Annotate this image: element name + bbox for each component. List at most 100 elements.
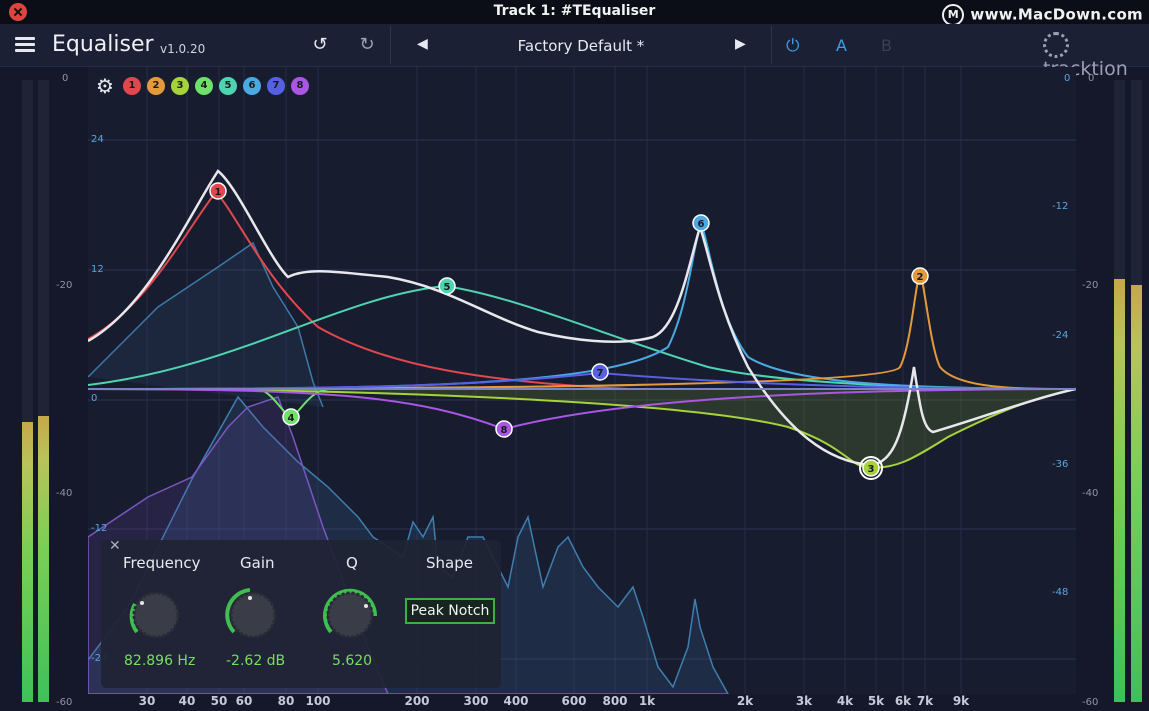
right-scale-60: -60 (1082, 697, 1099, 708)
frequency-knob[interactable] (125, 584, 187, 646)
freq-label: 9k (952, 694, 970, 708)
watermark-logo-icon: M (942, 4, 965, 26)
next-preset-icon[interactable]: ▶ (735, 36, 746, 52)
band-toggle-6[interactable]: 6 (243, 77, 261, 95)
freq-label: 3k (795, 694, 813, 708)
band-control-panel: ✕ Frequency Gain Q Shape 82.896 Hz -2.62… (101, 538, 501, 688)
left-meter-bar-2 (38, 416, 49, 702)
freq-label: 40 (178, 694, 196, 708)
freq-label: 200 (404, 694, 430, 708)
window-title: Track 1: #TEqualiser (493, 3, 656, 19)
gain-scale-minus-12: -12 (91, 523, 108, 534)
band-node-7[interactable]: 7 (591, 363, 609, 381)
freq-label: 400 (503, 694, 529, 708)
gain-scale-12: 12 (91, 264, 104, 275)
freq-label: 2k (736, 694, 754, 708)
left-meter-bar-1 (22, 422, 33, 702)
band-toggle-7[interactable]: 7 (267, 77, 285, 95)
band-3-curve (88, 388, 1076, 470)
shape-button[interactable]: Peak Notch (405, 598, 495, 624)
band-toggle-3[interactable]: 3 (171, 77, 189, 95)
preset-name[interactable]: Factory Default * (517, 37, 645, 55)
menu-icon[interactable] (15, 37, 35, 53)
gain-value: -2.62 dB (226, 653, 286, 669)
gain-knob[interactable] (222, 584, 284, 646)
right-gain-scale-minus-48: -48 (1052, 587, 1069, 598)
freq-label: 300 (463, 694, 489, 708)
right-scale-20: -20 (1082, 280, 1099, 291)
freq-label: 7k (916, 694, 934, 708)
frequency-value: 82.896 Hz (124, 653, 196, 669)
band-toggle-1[interactable]: 1 (123, 77, 141, 95)
band-toggle-2[interactable]: 2 (147, 77, 165, 95)
freq-label: 1k (638, 694, 656, 708)
prev-preset-icon[interactable]: ◀ (417, 36, 428, 52)
freq-label: 800 (602, 694, 628, 708)
q-label: Q (346, 554, 358, 572)
freq-label: 80 (277, 694, 295, 708)
band-node-5[interactable]: 5 (438, 277, 456, 295)
band-node-8[interactable]: 8 (495, 420, 513, 438)
band-node-1[interactable]: 1 (209, 182, 227, 200)
svg-text:2: 2 (917, 272, 924, 283)
svg-text:1: 1 (215, 187, 222, 198)
freq-label: 6k (894, 694, 912, 708)
freq-label: 60 (235, 694, 253, 708)
freq-label: 30 (138, 694, 156, 708)
freq-label: 4k (836, 694, 854, 708)
redo-icon[interactable]: ↻ (359, 34, 375, 55)
settings-icon[interactable]: ⚙ (96, 74, 114, 98)
right-meter-bar-2 (1131, 285, 1142, 702)
band-1-curve (88, 190, 1076, 390)
right-meter-bar-1 (1114, 279, 1125, 702)
left-meter-track-1 (22, 80, 33, 702)
left-scale-0: 0 (62, 73, 69, 84)
right-scale-0: 0 (1088, 73, 1095, 84)
svg-text:8: 8 (501, 425, 508, 436)
tracktion-logo-icon (1043, 32, 1069, 58)
gain-scale-0: 0 (91, 393, 98, 404)
svg-text:5: 5 (444, 282, 451, 293)
band-node-6[interactable]: 6 (692, 214, 710, 232)
svg-text:6: 6 (698, 219, 705, 230)
undo-icon[interactable]: ↺ (312, 34, 328, 55)
band-toggle-4[interactable]: 4 (195, 77, 213, 95)
right-gain-scale-0: 0 (1064, 73, 1071, 84)
band-toggle-8[interactable]: 8 (291, 77, 309, 95)
right-gain-scale-minus-24: -24 (1052, 330, 1069, 341)
svg-text:7: 7 (597, 368, 604, 379)
band-nodes: 1 2 3 4 5 6 7 8 (209, 182, 929, 480)
svg-text:4: 4 (288, 413, 295, 424)
ab-a-button[interactable]: A (836, 36, 847, 55)
shape-label: Shape (426, 554, 473, 572)
freq-label: 600 (561, 694, 587, 708)
close-window-icon[interactable] (9, 3, 27, 21)
right-scale-40: -40 (1082, 488, 1099, 499)
watermark-text: www.MacDown.com (970, 5, 1143, 24)
right-gain-scale-minus-12: -12 (1052, 201, 1069, 212)
band-toggle-5[interactable]: 5 (219, 77, 237, 95)
ab-b-button[interactable]: B (881, 36, 892, 55)
q-value: 5.620 (332, 653, 373, 669)
band-2-curve (88, 273, 1076, 390)
toolbar (0, 24, 1149, 67)
freq-label: 5k (867, 694, 885, 708)
band-node-2[interactable]: 2 (911, 267, 929, 285)
app-title: Equaliser (52, 32, 154, 57)
power-icon[interactable]: ⏻ (786, 36, 800, 56)
left-scale-60: -60 (56, 697, 73, 708)
version-label: v1.0.20 (160, 42, 206, 56)
gain-scale-24: 24 (91, 134, 104, 145)
band-node-4[interactable]: 4 (282, 408, 300, 426)
freq-label: 100 (305, 694, 331, 708)
svg-text:3: 3 (868, 464, 875, 475)
right-gain-scale-minus-36: -36 (1052, 459, 1069, 470)
band-node-3[interactable]: 3 (859, 456, 883, 480)
left-scale-20: -20 (56, 280, 73, 291)
q-knob[interactable] (319, 584, 381, 646)
close-panel-icon[interactable]: ✕ (109, 538, 121, 554)
band-6-low-curve (88, 241, 324, 408)
preset-selector: ◀ Factory Default * ▶ (390, 26, 772, 64)
